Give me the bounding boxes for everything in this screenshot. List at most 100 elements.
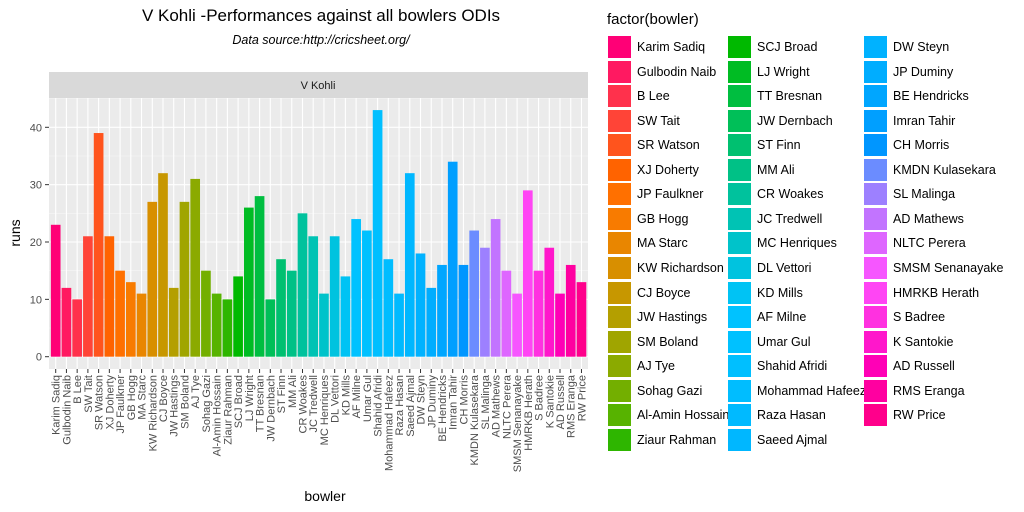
legend-swatch: [864, 379, 887, 402]
legend-swatch: [608, 109, 631, 132]
x-tick-label: JP Duminy: [426, 375, 438, 428]
bar-kmdn-kulasekara: [469, 230, 479, 357]
legend-item: JC Tredwell: [728, 207, 822, 231]
y-tick-label: 10: [30, 294, 42, 306]
x-tick-label: NLTC Perera: [501, 374, 513, 439]
bar-st-finn: [276, 259, 286, 357]
bar-k-santokie: [544, 247, 555, 357]
legend-swatch: [864, 85, 887, 108]
legend-label: Shahid Afridi: [757, 359, 828, 374]
x-tick-label: CJ Boyce: [158, 375, 170, 422]
legend-swatch: [728, 60, 751, 83]
legend-item: Karim Sadiq: [608, 35, 705, 59]
legend-item: GB Hogg: [608, 207, 688, 231]
bar-mc-henriques: [319, 293, 329, 357]
legend-label: KMDN Kulasekara: [893, 162, 996, 177]
legend-label: MA Starc: [637, 236, 688, 251]
legend-swatch: [608, 355, 631, 378]
legend-item: SL Malinga: [864, 182, 955, 206]
y-tick-label: 0: [36, 352, 42, 364]
bar-imran-tahir: [447, 161, 458, 357]
bar-dl-vettori: [329, 236, 340, 357]
legend-label: Saeed Ajmal: [757, 432, 828, 447]
legend-swatch: [728, 158, 751, 181]
x-tick-label: BE Hendricks: [437, 375, 449, 442]
bar-smsm-senanayake: [512, 293, 522, 357]
y-tick-label: 40: [30, 122, 42, 134]
legend-swatch: [608, 281, 631, 304]
legend-item: RW Price: [864, 403, 946, 427]
legend-swatch: [728, 404, 751, 427]
bar-hmrkb-herath: [522, 190, 533, 357]
legend-swatch: [608, 306, 631, 329]
legend-swatch: [728, 109, 751, 132]
x-tick-label: Mohammad Hafeez: [383, 375, 395, 471]
legend-item: S Badree: [864, 305, 945, 329]
legend-label: Sohag Gazi: [637, 383, 703, 398]
legend-item: DL Vettori: [728, 256, 811, 280]
legend-swatch: [608, 134, 631, 157]
legend-label: Imran Tahir: [893, 113, 956, 128]
legend-swatch: [608, 428, 631, 451]
legend-label: DW Steyn: [893, 40, 950, 54]
legend-item: CH Morris: [864, 133, 949, 157]
legend-item: MA Starc: [608, 231, 688, 255]
x-tick-label: SW Tait: [83, 375, 95, 413]
bar-tt-bresnan: [254, 196, 265, 357]
legend-item: SM Boland: [608, 330, 698, 354]
legend-label: RMS Eranga: [893, 383, 965, 398]
legend-swatch: [608, 183, 631, 206]
legend-swatch: [864, 158, 887, 181]
x-tick-label: Raza Hasan: [394, 375, 406, 436]
x-axis-title: bowler: [304, 488, 346, 504]
bar-sm-boland: [179, 201, 190, 357]
bar-jp-duminy: [426, 287, 437, 357]
legend-label: JP Duminy: [893, 64, 954, 79]
x-tick-label: CR Woakes: [297, 375, 309, 434]
x-tick-label: AJ Tye: [190, 375, 202, 408]
legend-label: Al-Amin Hossain: [637, 408, 730, 423]
legend-swatch: [608, 60, 631, 83]
legend-item: SCJ Broad: [728, 35, 817, 59]
y-axis-title: runs: [7, 219, 23, 246]
legend-label: NLTC Perera: [893, 236, 966, 251]
legend-label: JP Faulkner: [637, 187, 704, 202]
legend-item: LJ Wright: [728, 60, 810, 84]
legend-swatch: [608, 232, 631, 255]
legend-item: Sohag Gazi: [608, 379, 702, 403]
y-axis: 0 10 20 30 40: [30, 122, 49, 364]
bar-al-amin-hossain: [211, 293, 222, 357]
legend-swatch: [608, 330, 631, 353]
bar-sw-tait: [83, 236, 93, 357]
legend-label: KD Mills: [757, 285, 803, 300]
x-tick-label: SCJ Broad: [233, 375, 245, 428]
legend-item: KW Richardson: [608, 256, 724, 280]
legend-label: TT Bresnan: [757, 89, 823, 104]
legend-label: Karim Sadiq: [637, 40, 706, 54]
bar-b-lee: [72, 299, 82, 357]
bar-xj-doherty: [104, 236, 115, 357]
legend-label: SM Boland: [637, 334, 699, 349]
x-tick-label: SMSM Senanayake: [512, 375, 524, 472]
x-tick-label: DW Steyn: [416, 375, 428, 425]
bar-be-hendricks: [437, 264, 447, 357]
x-tick-label: HMRKB Herath: [523, 375, 535, 451]
x-tick-label: SL Malinga: [480, 374, 492, 430]
legend-label: AJ Tye: [637, 359, 675, 374]
bar-raza-hasan: [394, 293, 404, 357]
legend-item: AD Russell: [864, 354, 955, 378]
legend-swatch: [728, 85, 751, 108]
legend-label: JW Hastings: [637, 310, 708, 325]
chart-subtitle: Data source:http://cricsheet.org/: [232, 33, 410, 47]
legend-title: factor(bowler): [607, 11, 699, 28]
x-tick-label: JW Dernbach: [265, 375, 277, 442]
chart-title: V Kohli -Performances against all bowler…: [141, 6, 501, 25]
legend-label: GB Hogg: [637, 211, 689, 226]
legend-swatch: [864, 404, 887, 427]
bar-sohag-gazi: [201, 270, 211, 357]
bar-karim-sadiq: [50, 224, 61, 357]
x-tick-label: Shahid Afridi: [373, 375, 385, 437]
bar-scj-broad: [233, 276, 243, 357]
legend-item: Raza Hasan: [728, 403, 826, 427]
